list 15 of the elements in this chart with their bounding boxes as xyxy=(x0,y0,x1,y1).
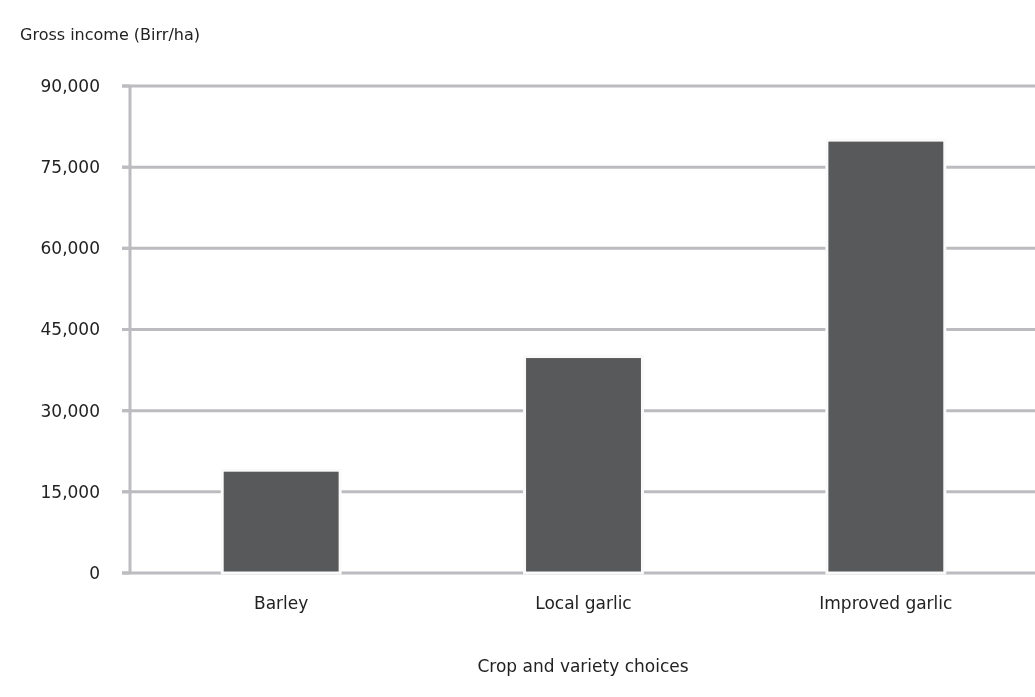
bar xyxy=(523,355,644,575)
y-tick-label: 30,000 xyxy=(40,400,100,421)
x-tick-label: Local garlic xyxy=(535,593,632,613)
x-tick-label: Improved garlic xyxy=(819,593,953,613)
bar xyxy=(220,468,342,575)
y-tick-label: 60,000 xyxy=(40,238,100,259)
y-tick-label: 45,000 xyxy=(40,319,100,340)
y-tick-label: 15,000 xyxy=(40,481,100,502)
x-axis-title: Crop and variety choices xyxy=(477,656,689,676)
x-tick-label: Barley xyxy=(254,593,309,613)
bar xyxy=(825,138,947,575)
y-tick-label: 90,000 xyxy=(40,75,100,96)
y-tick-label: 75,000 xyxy=(40,157,100,178)
y-tick-label: 0 xyxy=(89,562,100,583)
y-axis-title: Gross income (Birr/ha) xyxy=(20,25,200,44)
